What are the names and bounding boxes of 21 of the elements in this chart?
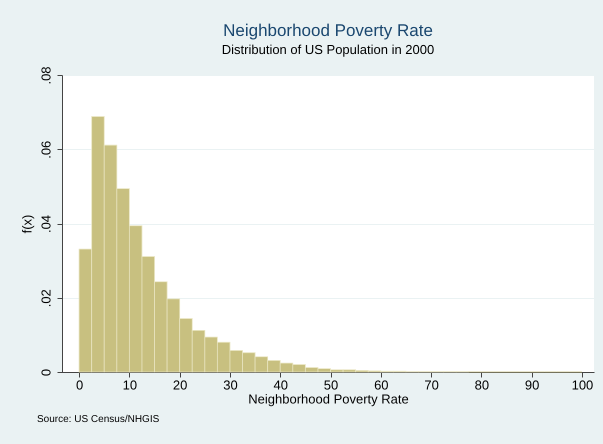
x-tick-label: 60 [374,378,389,392]
y-tick-label: 0 [38,368,54,376]
x-tick-label: 40 [273,378,288,392]
x-tick-label: 20 [172,378,188,392]
y-tick-label: .02 [38,289,54,308]
x-tick-label: 30 [223,378,238,392]
x-tick-label: 50 [324,378,338,392]
x-tick-label: 80 [474,378,490,392]
x-tick-label: 0 [76,378,84,392]
y-tick-label: .08 [38,66,54,85]
x-axis-title: Neighborhood Poverty Rate [248,392,409,406]
x-tick-label: 90 [524,378,540,392]
chart-subtitle: Distribution of US Population in 2000 [222,42,434,57]
y-tick-label: .06 [38,140,54,159]
x-tick-label: 70 [424,378,439,392]
y-tick-label: .04 [38,214,54,234]
x-tick-label: 10 [122,378,138,392]
source-note: Source: US Census/NHGIS [37,414,160,425]
chart-title: Neighborhood Poverty Rate [223,20,433,40]
x-tick-label: 100 [572,378,594,392]
y-axis-title: f(x) [20,214,34,234]
